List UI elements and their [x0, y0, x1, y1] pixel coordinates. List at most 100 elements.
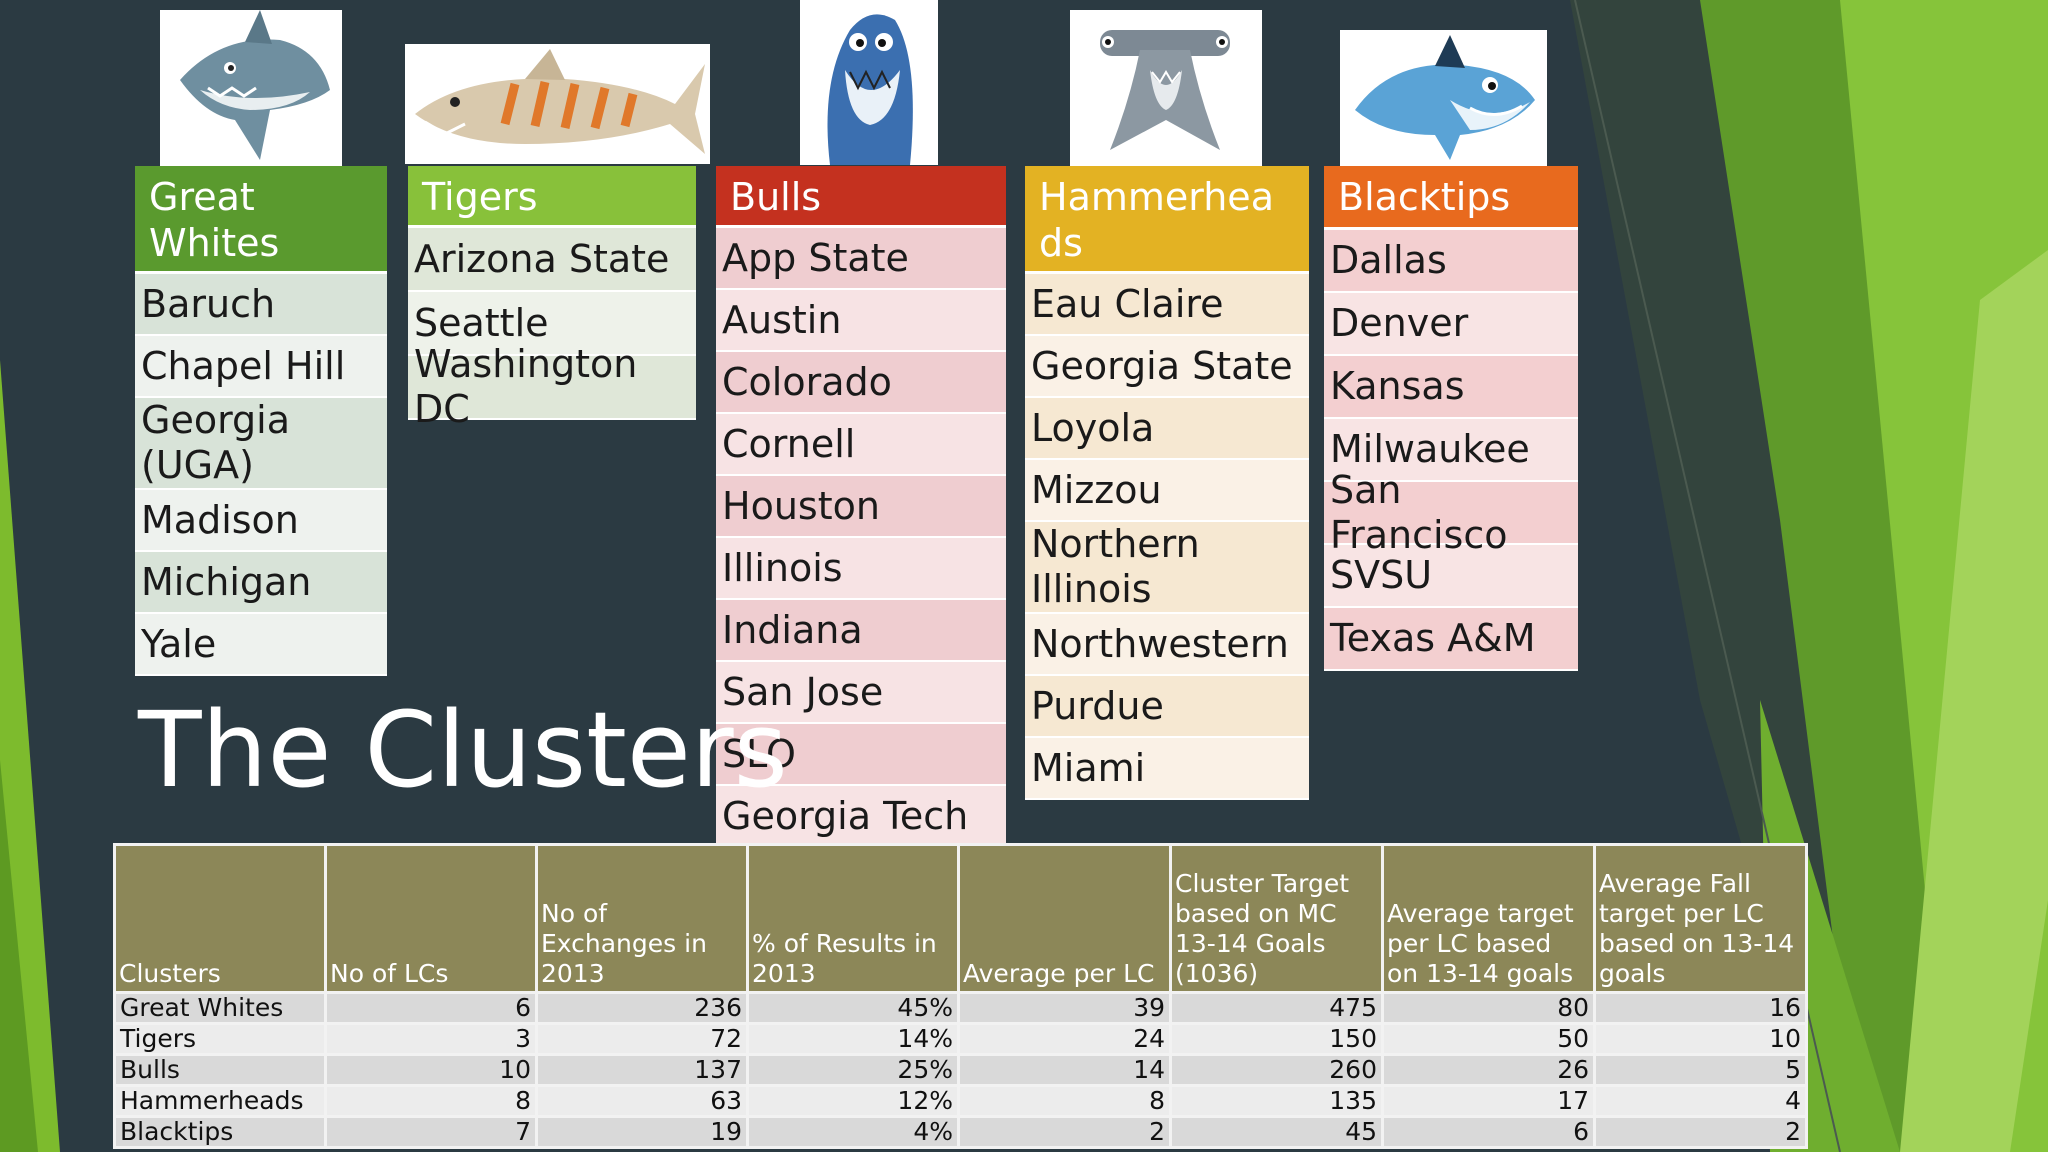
- table-cell: 63: [535, 1084, 749, 1118]
- table-cell: 24: [957, 1022, 1172, 1056]
- table-cell: 3: [324, 1022, 538, 1056]
- column-header: Average per LC: [957, 843, 1172, 994]
- table-cell: 5: [1593, 1053, 1808, 1087]
- cluster-member: Dallas: [1324, 230, 1578, 293]
- table-row: Great Whites 6 236 45% 39 475 80 16: [113, 991, 1808, 1025]
- cluster-member: Cornell: [716, 414, 1006, 476]
- column-header: Clusters: [113, 843, 327, 994]
- table-cell: 72: [535, 1022, 749, 1056]
- cluster-member: App State: [716, 228, 1006, 290]
- table-cell: 6: [1381, 1115, 1596, 1149]
- table-cell: 260: [1169, 1053, 1384, 1087]
- table-cell: 8: [957, 1084, 1172, 1118]
- cluster-member: Mizzou: [1025, 460, 1309, 522]
- cluster-header-label: Hammerheads: [1039, 175, 1274, 265]
- column-header: Cluster Target based on MC 13-14 Goals (…: [1169, 843, 1384, 994]
- column-header: Average target per LC based on 13-14 goa…: [1381, 843, 1596, 994]
- column-header: Average Fall target per LC based on 13-1…: [1593, 843, 1808, 994]
- table-cell: 8: [324, 1084, 538, 1118]
- cluster-member: Colorado: [716, 352, 1006, 414]
- cluster-member: Chapel Hill: [135, 336, 387, 398]
- table-row: Bulls 10 137 25% 14 260 26 5: [113, 1053, 1808, 1087]
- cluster-member: Indiana: [716, 600, 1006, 662]
- cluster-member: Arizona State: [408, 228, 696, 292]
- cluster-member: Eau Claire: [1025, 274, 1309, 336]
- table-header-row: Clusters No of LCs No of Exchanges in 20…: [113, 843, 1808, 994]
- cluster-column-blacktips: Blacktips Dallas Denver Kansas Milwaukee…: [1324, 166, 1578, 671]
- cluster-header: Blacktips: [1324, 166, 1578, 230]
- cluster-member: Washington DC: [408, 342, 696, 431]
- cluster-column-bulls: Bulls App State Austin Colorado Cornell …: [716, 166, 1006, 844]
- cluster-header: Hammerheads: [1025, 166, 1309, 274]
- cluster-member: Austin: [716, 290, 1006, 352]
- cluster-column-great-whites: Great Whites Baruch Chapel Hill Georgia …: [135, 166, 387, 676]
- tiger-shark-cartoon-icon: [415, 49, 705, 154]
- cluster-column-tigers: Tigers Arizona State Seattle Washington …: [408, 166, 696, 431]
- table-cell: 4%: [746, 1115, 960, 1149]
- cluster-member: Kansas: [1324, 356, 1578, 419]
- table-cell: 7: [324, 1115, 538, 1149]
- table-cell: 16: [1593, 991, 1808, 1025]
- table-cell: 26: [1381, 1053, 1596, 1087]
- table-cell: 80: [1381, 991, 1596, 1025]
- cluster-member: San Jose: [716, 662, 1006, 724]
- hammerhead-shark-cartoon-icon: [1100, 30, 1230, 150]
- table-cell: 475: [1169, 991, 1384, 1025]
- table-cell: 45%: [746, 991, 960, 1025]
- table-cell: 39: [957, 991, 1172, 1025]
- blacktip-shark-image: [1340, 30, 1547, 166]
- table-cell: Blacktips: [113, 1115, 327, 1149]
- cluster-member: Northern Illinois: [1025, 522, 1309, 614]
- cluster-member: Georgia (UGA): [135, 398, 387, 490]
- cluster-member: Loyola: [1025, 398, 1309, 460]
- cluster-member: SVSU: [1324, 545, 1578, 608]
- table-cell: 2: [1593, 1115, 1808, 1149]
- great-white-shark-cartoon-icon: [180, 10, 330, 160]
- bull-shark-image: [800, 0, 938, 165]
- slide-title: The Clusters: [138, 689, 788, 811]
- table-cell: 19: [535, 1115, 749, 1149]
- cluster-member: Milwaukee: [1324, 419, 1578, 482]
- table-cell: 10: [324, 1053, 538, 1087]
- table-cell: 6: [324, 991, 538, 1025]
- column-header: No of LCs: [324, 843, 538, 994]
- table-row: Blacktips 7 19 4% 2 45 6 2: [113, 1115, 1808, 1149]
- table-cell: Great Whites: [113, 991, 327, 1025]
- table-cell: 25%: [746, 1053, 960, 1087]
- bull-shark-cartoon-icon: [827, 14, 913, 165]
- table-cell: Tigers: [113, 1022, 327, 1056]
- cluster-member: Texas A&M: [1324, 608, 1578, 671]
- table-cell: 14%: [746, 1022, 960, 1056]
- cluster-member: Yale: [135, 614, 387, 676]
- cluster-member: Miami: [1025, 738, 1309, 800]
- table-row: Tigers 3 72 14% 24 150 50 10: [113, 1022, 1808, 1056]
- cluster-header: Great Whites: [135, 166, 387, 274]
- great-white-shark-image: [160, 10, 342, 166]
- cluster-member: San Francisco: [1324, 468, 1578, 557]
- column-header: % of Results in 2013: [746, 843, 960, 994]
- cluster-column-hammerheads: Hammerheads Eau Claire Georgia State Loy…: [1025, 166, 1309, 800]
- hammerhead-shark-image: [1070, 10, 1262, 166]
- table-cell: 150: [1169, 1022, 1384, 1056]
- cluster-member: Seattle: [408, 292, 696, 356]
- table-cell: 137: [535, 1053, 749, 1087]
- cluster-member: Baruch: [135, 274, 387, 336]
- tiger-shark-image: [405, 44, 710, 164]
- table-row: Hammerheads 8 63 12% 8 135 17 4: [113, 1084, 1808, 1118]
- cluster-member: Georgia Tech: [716, 786, 1006, 844]
- cluster-member: Illinois: [716, 538, 1006, 600]
- blacktip-shark-cartoon-icon: [1355, 35, 1535, 160]
- cluster-member: Houston: [716, 476, 1006, 538]
- table-cell: 50: [1381, 1022, 1596, 1056]
- table-cell: 236: [535, 991, 749, 1025]
- cluster-member: Michigan: [135, 552, 387, 614]
- table-cell: Hammerheads: [113, 1084, 327, 1118]
- cluster-member: Northwestern: [1025, 614, 1309, 676]
- table-cell: 12%: [746, 1084, 960, 1118]
- cluster-header: Bulls: [716, 166, 1006, 228]
- cluster-summary-table: Clusters No of LCs No of Exchanges in 20…: [113, 843, 1808, 1149]
- cluster-member: Georgia State: [1025, 336, 1309, 398]
- table-cell: Bulls: [113, 1053, 327, 1087]
- column-header: No of Exchanges in 2013: [535, 843, 749, 994]
- table-cell: 10: [1593, 1022, 1808, 1056]
